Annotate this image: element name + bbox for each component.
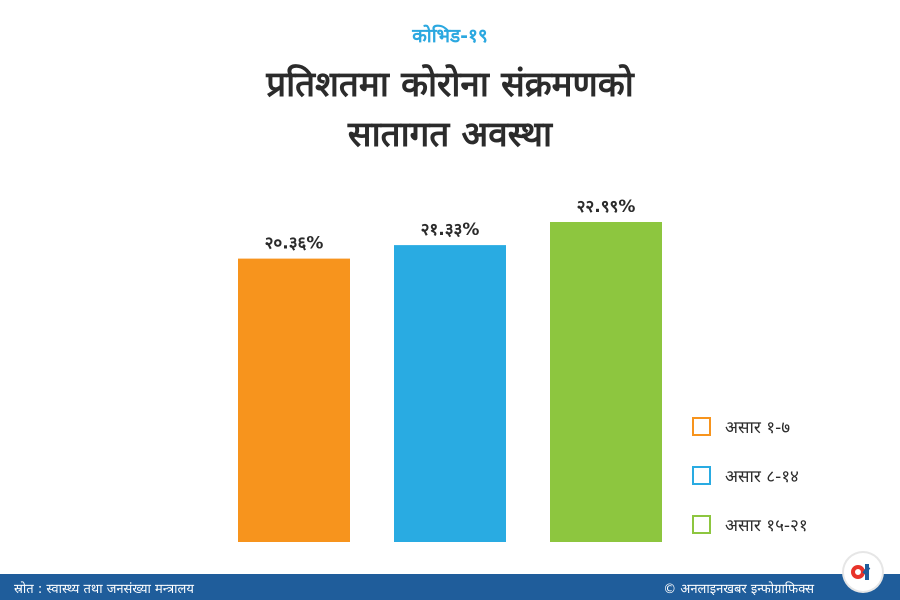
bar-value-label-3: २२.९९% xyxy=(577,197,636,217)
bar-1 xyxy=(238,258,350,542)
chart-title-line-2: सातागत अवस्था xyxy=(347,115,553,155)
logo-k-shape xyxy=(863,564,875,580)
legend-swatch-3 xyxy=(692,514,711,534)
legend-item-3: असार १५-२१ xyxy=(692,510,808,538)
source-text: स्रोत : स्वास्थ्य तथा जनसंख्या मन्त्रालय xyxy=(14,582,194,597)
legend-label-1: असार १-७ xyxy=(725,417,791,438)
bar-chart: २०.३६% २१.३३% २२.९९% xyxy=(238,197,662,542)
chart-tag: कोभिड-१९ xyxy=(412,25,488,47)
credit-text: © अनलाइनखबर इन्फोग्राफिक्स xyxy=(663,582,814,597)
bar-2 xyxy=(394,245,506,542)
onlinekhabar-logo-icon[interactable] xyxy=(844,553,882,591)
legend-label-2: असार ८-१४ xyxy=(725,466,799,487)
bar-value-label-2: २१.३३% xyxy=(421,220,480,240)
chart-title: प्रतिशतमा कोरोना संक्रमणको सातागत अवस्था xyxy=(0,60,900,160)
legend-swatch-1 xyxy=(692,416,711,436)
legend: असार १-७ असार ८-१४ असार १५-२१ xyxy=(692,412,808,559)
legend-item-2: असार ८-१४ xyxy=(692,461,808,489)
chart-title-line-1: प्रतिशतमा कोरोना संक्रमणको xyxy=(266,65,634,105)
legend-item-1: असार १-७ xyxy=(692,412,808,440)
bar-value-label-1: २०.३६% xyxy=(265,234,324,254)
legend-swatch-2 xyxy=(692,465,711,485)
legend-label-3: असार १५-२१ xyxy=(725,515,808,536)
footer-bar: स्रोत : स्वास्थ्य तथा जनसंख्या मन्त्रालय… xyxy=(0,574,900,600)
bar-3 xyxy=(550,222,662,542)
